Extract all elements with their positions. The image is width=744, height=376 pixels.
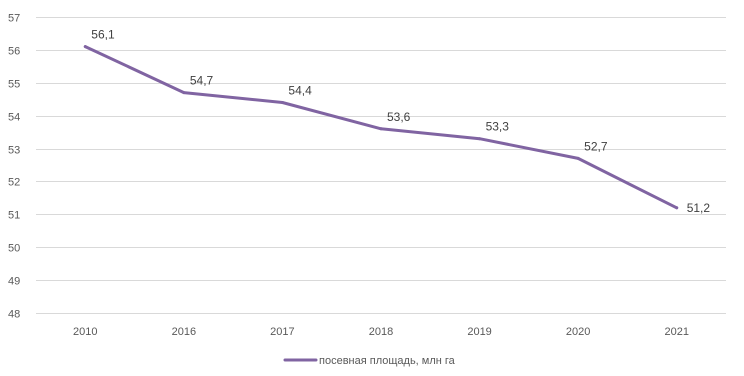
x-tick-label: 2019 [467, 326, 491, 338]
legend-label: посевная площадь, млн га [319, 355, 456, 367]
y-tick-label: 48 [8, 309, 20, 321]
data-label: 53,3 [486, 120, 510, 134]
y-tick-label: 54 [8, 112, 20, 124]
x-tick-label: 2020 [566, 326, 590, 338]
y-tick-label: 49 [8, 276, 20, 288]
y-tick-label: 55 [8, 79, 20, 91]
y-tick-label: 51 [8, 210, 20, 222]
data-labels: 56,1 54,7 54,4 53,6 53,3 52,7 51,2 [91, 28, 710, 215]
data-point [379, 127, 383, 131]
x-tick-label: 2018 [369, 326, 393, 338]
data-point [182, 91, 186, 95]
y-axis-ticks: 48 49 50 51 52 53 54 55 56 57 [8, 13, 20, 321]
data-label: 54,4 [288, 84, 312, 98]
data-label: 56,1 [91, 28, 115, 42]
x-tick-label: 2021 [664, 326, 688, 338]
series-area [83, 45, 679, 210]
data-label: 51,2 [687, 201, 711, 215]
data-point [478, 137, 482, 141]
data-point [675, 206, 679, 210]
y-tick-label: 57 [8, 13, 20, 25]
data-label: 52,7 [584, 139, 608, 153]
data-point [83, 45, 87, 49]
gridlines [36, 17, 726, 314]
y-tick-label: 53 [8, 145, 20, 157]
x-tick-label: 2010 [73, 326, 97, 338]
series-line [83, 45, 679, 210]
data-point [280, 101, 284, 104]
y-tick-label: 56 [8, 46, 20, 58]
y-tick-label: 50 [8, 243, 20, 255]
y-tick-label: 52 [8, 177, 20, 189]
data-point [576, 156, 580, 160]
x-axis-ticks: 2010 2016 2017 2018 2019 2020 2021 [73, 326, 689, 338]
data-label: 53,6 [387, 110, 411, 124]
data-label: 54,7 [190, 74, 214, 88]
x-tick-label: 2017 [270, 326, 294, 338]
legend: посевная площадь, млн га [283, 355, 456, 367]
x-tick-label: 2016 [172, 326, 196, 338]
